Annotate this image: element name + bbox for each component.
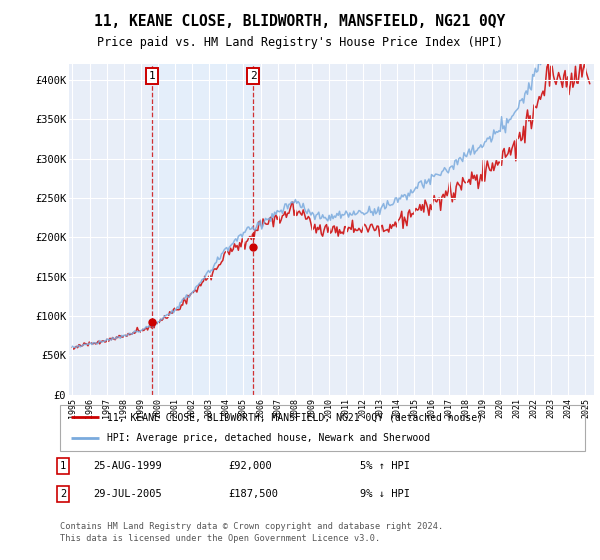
Text: 25-AUG-1999: 25-AUG-1999 xyxy=(93,461,162,471)
Text: £187,500: £187,500 xyxy=(228,489,278,499)
Text: 9% ↓ HPI: 9% ↓ HPI xyxy=(360,489,410,499)
Text: 2: 2 xyxy=(60,489,66,499)
Text: 1: 1 xyxy=(60,461,66,471)
Text: 2: 2 xyxy=(250,71,257,81)
Bar xyxy=(152,64,253,395)
Text: 1: 1 xyxy=(149,71,155,81)
Text: 29-JUL-2005: 29-JUL-2005 xyxy=(93,489,162,499)
Text: £92,000: £92,000 xyxy=(228,461,272,471)
Text: HPI: Average price, detached house, Newark and Sherwood: HPI: Average price, detached house, Newa… xyxy=(107,433,430,444)
Text: 11, KEANE CLOSE, BLIDWORTH, MANSFIELD, NG21 0QY (detached house): 11, KEANE CLOSE, BLIDWORTH, MANSFIELD, N… xyxy=(107,412,483,422)
Text: 11, KEANE CLOSE, BLIDWORTH, MANSFIELD, NG21 0QY: 11, KEANE CLOSE, BLIDWORTH, MANSFIELD, N… xyxy=(94,14,506,29)
Text: 5% ↑ HPI: 5% ↑ HPI xyxy=(360,461,410,471)
Text: Price paid vs. HM Land Registry's House Price Index (HPI): Price paid vs. HM Land Registry's House … xyxy=(97,36,503,49)
Text: Contains HM Land Registry data © Crown copyright and database right 2024.
This d: Contains HM Land Registry data © Crown c… xyxy=(60,522,443,543)
